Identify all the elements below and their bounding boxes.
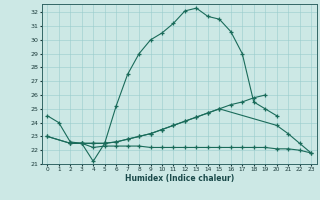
X-axis label: Humidex (Indice chaleur): Humidex (Indice chaleur) (124, 174, 234, 183)
